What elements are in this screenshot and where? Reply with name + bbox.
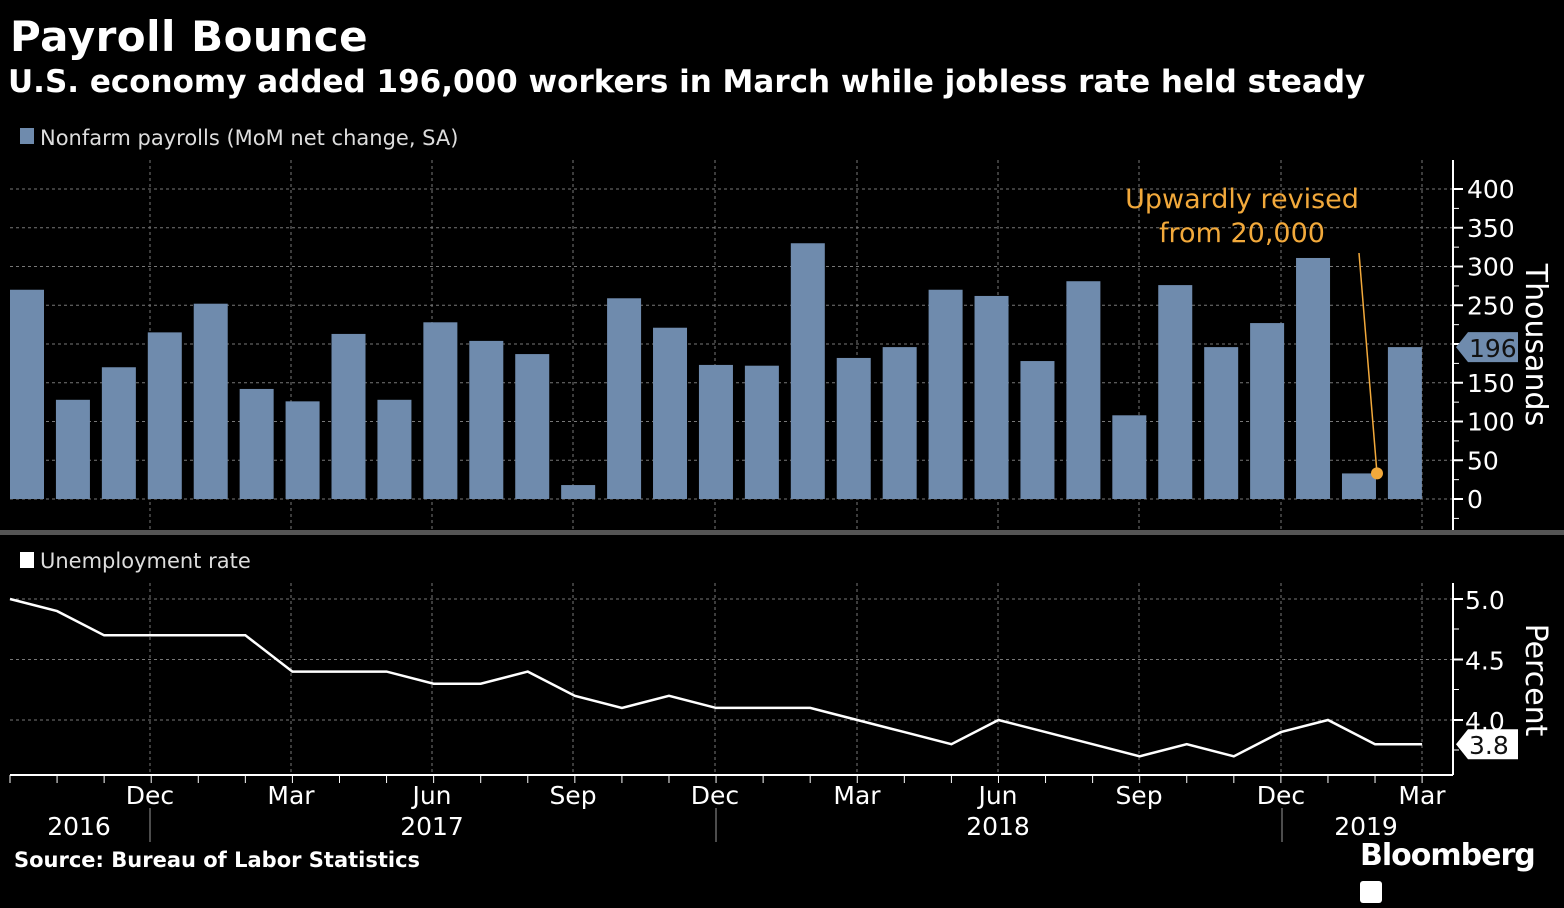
bar-2018-06 bbox=[975, 296, 1009, 499]
bar-2017-08 bbox=[515, 354, 549, 499]
chart-canvas: Nonfarm payrolls (MoM net change, SA) 0 50… bbox=[0, 0, 1564, 888]
y-tick-label: 5.0 bbox=[1465, 586, 1505, 615]
bar-2019-01 bbox=[1296, 258, 1330, 499]
bar-2019-03 bbox=[1388, 347, 1422, 499]
legend-swatch-unemployment bbox=[20, 552, 34, 568]
bar-2017-04 bbox=[332, 334, 366, 499]
bar-2017-03 bbox=[286, 401, 320, 499]
chart-icon bbox=[1360, 881, 1382, 903]
bar-2016-11 bbox=[102, 367, 136, 499]
bar-2018-12 bbox=[1250, 323, 1284, 499]
bar-2017-10 bbox=[607, 298, 641, 499]
x-year-label: 2017 bbox=[400, 812, 464, 841]
annotation-dot bbox=[1371, 467, 1383, 479]
bar-2018-02 bbox=[791, 243, 825, 499]
bar-2019-02 bbox=[1342, 473, 1376, 499]
y-tick-label: 400 bbox=[1467, 175, 1515, 204]
x-year-label: 2018 bbox=[966, 812, 1030, 841]
annotation-leader bbox=[1359, 253, 1377, 473]
bar-2017-06 bbox=[423, 322, 457, 499]
y-tick-label: 4.5 bbox=[1465, 647, 1505, 676]
bar-2018-11 bbox=[1204, 347, 1238, 499]
bar-2016-09 bbox=[10, 290, 44, 499]
bar-2017-07 bbox=[469, 341, 503, 499]
y-tick-label: 50 bbox=[1467, 446, 1499, 475]
legend-unemployment: Unemployment rate bbox=[40, 549, 251, 573]
source-note: Source: Bureau of Labor Statistics bbox=[14, 848, 420, 872]
last-value-label: 3.8 bbox=[1469, 731, 1509, 760]
y-tick-label: 350 bbox=[1467, 214, 1515, 243]
bar-2018-03 bbox=[837, 358, 871, 499]
legend-payrolls: Nonfarm payrolls (MoM net change, SA) bbox=[40, 126, 458, 150]
y-tick-label: 300 bbox=[1467, 253, 1515, 282]
bar-2017-02 bbox=[240, 389, 274, 499]
bar-2017-05 bbox=[377, 400, 411, 499]
unemployment-line bbox=[10, 599, 1422, 756]
x-month-label: Mar bbox=[833, 781, 881, 810]
x-month-label: Dec bbox=[1257, 781, 1305, 810]
y-tick-label: 0 bbox=[1467, 485, 1483, 514]
y-tick-label: 250 bbox=[1467, 291, 1515, 320]
bar-2017-11 bbox=[653, 328, 687, 499]
logo-text: Bloomberg bbox=[1360, 838, 1535, 873]
x-month-label: Sep bbox=[1115, 781, 1162, 810]
y-axis-title-percent: Percent bbox=[1518, 624, 1553, 737]
last-value-label: 196 bbox=[1469, 334, 1517, 363]
x-month-label: Jun bbox=[976, 781, 1017, 810]
x-month-label: Sep bbox=[549, 781, 596, 810]
annotation-line-1: Upwardly revised bbox=[1125, 184, 1359, 215]
panel-separator bbox=[0, 530, 1564, 535]
legend-swatch-payrolls bbox=[20, 128, 34, 144]
x-month-label: Dec bbox=[126, 781, 174, 810]
bloomberg-logo: Bloomberg bbox=[1360, 838, 1564, 908]
y-tick-label: 150 bbox=[1467, 369, 1515, 398]
x-month-label: Mar bbox=[267, 781, 315, 810]
bar-2018-04 bbox=[883, 347, 917, 499]
bar-2018-10 bbox=[1158, 285, 1192, 499]
x-month-label: Jun bbox=[410, 781, 451, 810]
bar-2018-01 bbox=[745, 366, 779, 499]
annotation-line-2: from 20,000 bbox=[1159, 218, 1325, 249]
bar-2017-01 bbox=[194, 304, 228, 499]
y-axis-title-thousands: Thousands bbox=[1518, 263, 1553, 426]
y-tick-label: 100 bbox=[1467, 408, 1515, 437]
bar-2017-09 bbox=[561, 485, 595, 499]
bar-2018-07 bbox=[1020, 361, 1054, 499]
bar-2016-10 bbox=[56, 400, 90, 499]
x-year-label: 2019 bbox=[1334, 812, 1398, 841]
bar-2016-12 bbox=[148, 332, 182, 499]
x-year-label: 2016 bbox=[47, 812, 111, 841]
bar-2018-05 bbox=[929, 290, 963, 499]
x-month-label: Dec bbox=[691, 781, 739, 810]
bar-2018-09 bbox=[1112, 415, 1146, 499]
bar-2018-08 bbox=[1066, 281, 1100, 499]
x-month-label: Mar bbox=[1398, 781, 1446, 810]
bar-2017-12 bbox=[699, 365, 733, 499]
